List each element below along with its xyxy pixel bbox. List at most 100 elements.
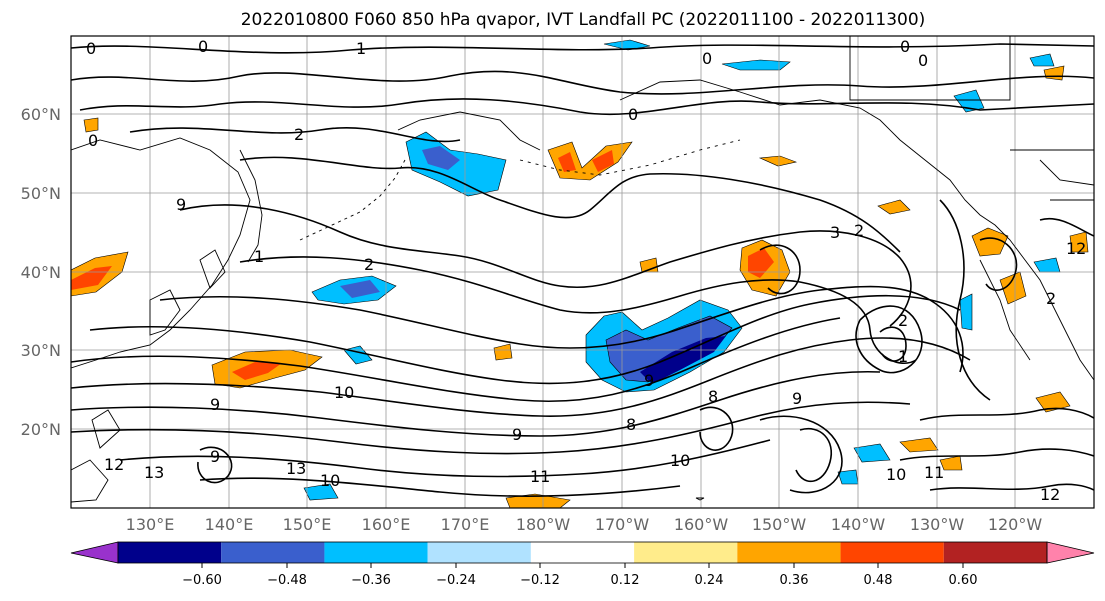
colorbar-tick-label: −0.60	[182, 573, 222, 588]
contour-label: 9	[176, 195, 186, 214]
lat-label: 40°N	[21, 263, 61, 282]
positive-anomaly-region	[939, 455, 963, 471]
contour-label: 0	[88, 131, 98, 150]
negative-anomaly-region	[959, 293, 973, 331]
lon-label: 150°E	[283, 515, 332, 534]
lon-label: 150°W	[752, 515, 807, 534]
lat-label: 20°N	[21, 420, 61, 439]
lon-label: 140°W	[831, 515, 886, 534]
contour-label: 2	[854, 221, 864, 240]
map-frame	[70, 35, 1095, 509]
colorbar-tick-label: 0.60	[949, 573, 978, 588]
positive-anomaly-region	[1035, 391, 1071, 413]
positive-anomaly-region	[493, 343, 513, 361]
negative-anomaly-region	[603, 39, 651, 51]
contour-label: 12	[1040, 485, 1060, 504]
positive-anomaly-region	[758, 155, 798, 167]
colorbar-tick-label: −0.48	[267, 573, 307, 588]
contour-label: 2	[364, 255, 374, 274]
contour-label: 9	[644, 371, 654, 390]
lat-label: 30°N	[21, 341, 61, 360]
contour-lines	[71, 43, 1094, 498]
contour-label: 11	[924, 463, 944, 482]
contour-label: 0	[628, 105, 638, 124]
contour-label: 11	[530, 467, 550, 486]
contour-label: 12	[104, 455, 124, 474]
colorbar-tick-label: 0.48	[864, 573, 893, 588]
colorbar-tick-label: −0.24	[436, 573, 476, 588]
colorbar-segment	[427, 542, 531, 563]
negative-anomaly-region	[422, 146, 460, 170]
map-title: 2022010800 F060 850 hPa qvapor, IVT Land…	[241, 10, 926, 30]
contour-label: 12	[1066, 239, 1086, 258]
colorbar-ticks: −0.60 −0.48 −0.36 −0.24 −0.12 0.12 0.24 …	[182, 563, 977, 588]
contour-label: 0	[918, 51, 928, 70]
shaded-anomalies	[71, 39, 1089, 508]
lon-label: 180°W	[516, 515, 571, 534]
colorbar-segment	[221, 542, 325, 563]
positive-anomaly-region	[1069, 231, 1089, 253]
positive-anomaly-region	[232, 362, 282, 380]
contour-label: 9	[210, 395, 220, 414]
contour-label: 13	[286, 459, 306, 478]
negative-anomaly-region	[340, 280, 380, 298]
contour-label: 10	[886, 465, 906, 484]
colorbar-segment	[840, 542, 944, 563]
contour-label: 8	[708, 387, 718, 406]
contour-label: 1	[254, 247, 264, 266]
latitude-labels: 60°N 50°N 40°N 30°N 20°N	[21, 105, 61, 439]
colorbar-tick-label: −0.12	[520, 573, 560, 588]
contour-label: 10	[320, 471, 340, 490]
negative-anomaly-region	[721, 59, 791, 71]
contour-label: 10	[670, 451, 690, 470]
colorbar-tick-label: −0.36	[351, 573, 391, 588]
lat-label: 50°N	[21, 184, 61, 203]
positive-anomaly-region	[748, 248, 774, 278]
colorbar-min-extension	[70, 541, 119, 564]
colorbar-segment	[530, 542, 635, 563]
positive-anomaly-region	[971, 227, 1009, 257]
positive-anomaly-region	[505, 493, 571, 508]
contour-label: 2	[1046, 289, 1056, 308]
lon-label: 160°W	[674, 515, 729, 534]
colorbar: −0.60 −0.48 −0.36 −0.24 −0.12 0.12 0.24 …	[70, 541, 1095, 588]
contour-label: 3	[830, 223, 840, 242]
positive-anomaly-region	[83, 117, 99, 133]
contour-label: 8	[626, 415, 636, 434]
positive-anomaly-region	[558, 152, 576, 172]
contour-label: 13	[144, 463, 164, 482]
contour-label: 2	[898, 311, 908, 330]
colorbar-segment	[634, 542, 738, 563]
lon-label: 120°W	[988, 515, 1043, 534]
colorbar-segment	[324, 542, 428, 563]
lon-label: 160°E	[362, 515, 411, 534]
contour-label: 1	[356, 39, 366, 58]
contour-label: 0	[86, 39, 96, 58]
lon-label: 130°W	[910, 515, 965, 534]
colorbar-tick-label: 0.12	[611, 573, 640, 588]
contour-label: 9	[512, 425, 522, 444]
negative-anomaly-region	[853, 443, 891, 463]
negative-anomaly-region	[303, 483, 339, 501]
colorbar-tick-label: 0.24	[695, 573, 724, 588]
contour-label: 0	[900, 37, 910, 56]
negative-anomaly-region	[837, 469, 859, 485]
positive-anomaly-region	[899, 437, 939, 453]
map-panel: 0 1 0 0 0 2 0 9 1 2 0 0 3 2 2 2 1 10 9 9…	[71, 36, 1094, 508]
negative-anomaly-region	[640, 336, 726, 384]
contour-label: 2	[294, 125, 304, 144]
lon-label: 130°E	[126, 515, 175, 534]
colorbar-max-extension	[1046, 541, 1095, 564]
contour-label: 9	[210, 447, 220, 466]
gridlines	[71, 36, 1094, 508]
colorbar-segment	[737, 542, 841, 563]
colorbar-segment	[118, 542, 222, 563]
contour-label: 10	[334, 383, 354, 402]
colorbar-tick-label: 0.36	[780, 573, 809, 588]
positive-anomaly-region	[592, 150, 614, 172]
colorbar-frame	[117, 541, 1048, 564]
negative-anomaly-region	[1029, 53, 1055, 67]
contour-label: 1	[898, 347, 908, 366]
contour-label: 0	[702, 49, 712, 68]
